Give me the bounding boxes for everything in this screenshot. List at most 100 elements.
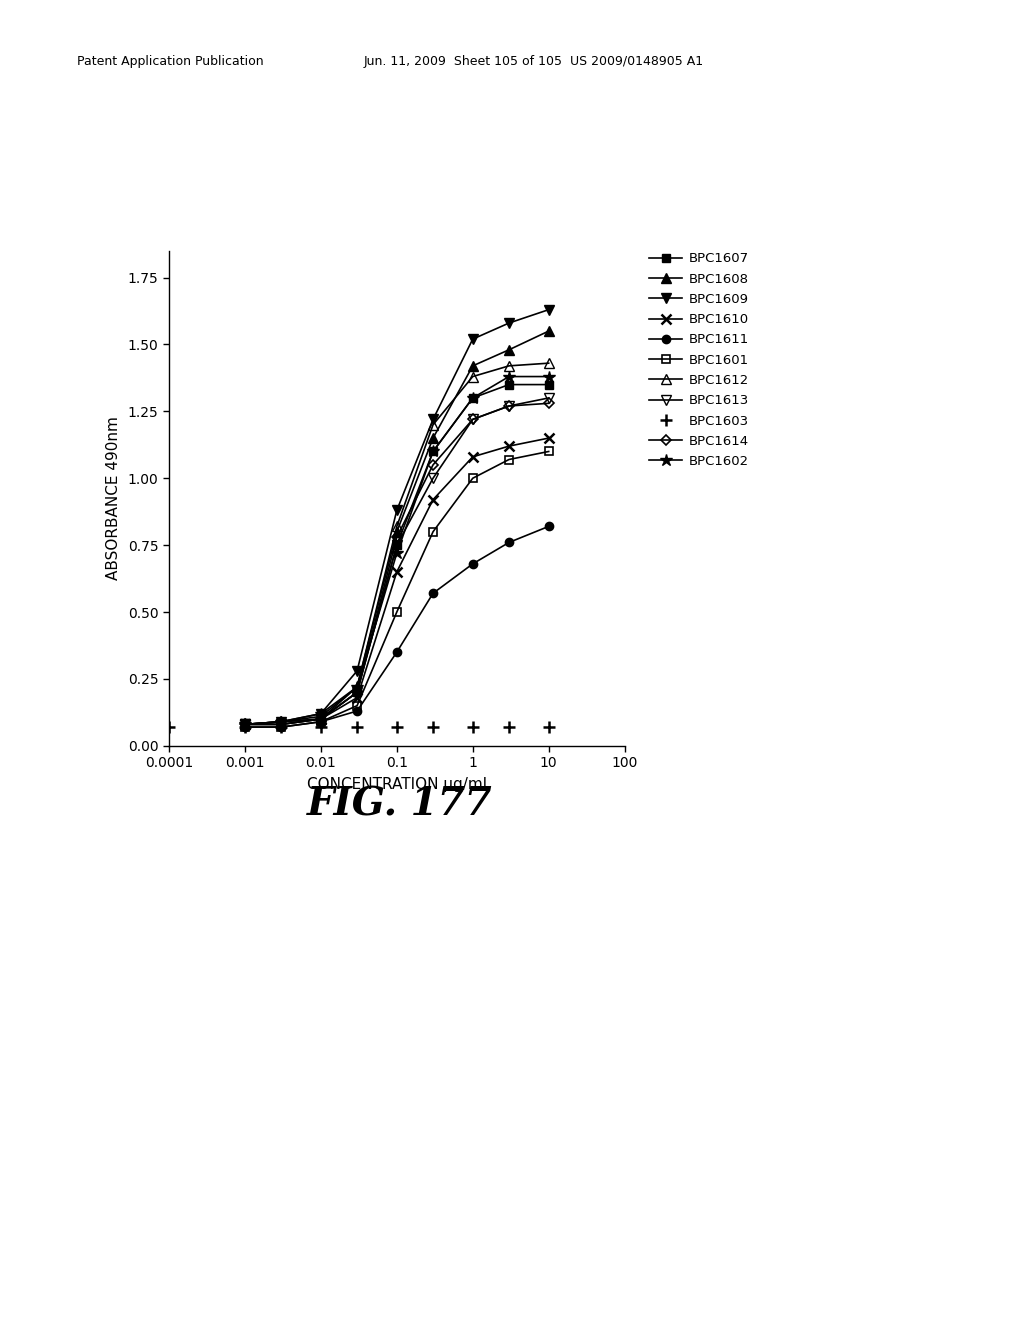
BPC1611 <box>275 719 288 735</box>
BPC1608 <box>543 323 555 339</box>
BPC1607 <box>503 376 515 392</box>
BPC1614 <box>239 717 251 733</box>
BPC1607 <box>351 684 364 700</box>
BPC1610 <box>239 717 251 733</box>
BPC1609 <box>351 663 364 678</box>
Y-axis label: ABSORBANCE 490nm: ABSORBANCE 490nm <box>105 416 121 581</box>
BPC1603 <box>314 719 327 735</box>
BPC1610 <box>391 564 403 579</box>
BPC1607 <box>543 376 555 392</box>
BPC1609 <box>467 331 479 347</box>
BPC1602 <box>543 368 555 384</box>
BPC1609 <box>427 412 439 428</box>
BPC1601 <box>543 444 555 459</box>
BPC1607 <box>391 537 403 553</box>
BPC1609 <box>391 503 403 519</box>
BPC1610 <box>543 430 555 446</box>
BPC1613 <box>314 711 327 727</box>
BPC1614 <box>275 714 288 730</box>
BPC1603 <box>543 719 555 735</box>
X-axis label: CONCENTRATION μg/ml: CONCENTRATION μg/ml <box>307 777 486 792</box>
BPC1603 <box>467 719 479 735</box>
BPC1613 <box>543 389 555 405</box>
BPC1610 <box>503 438 515 454</box>
BPC1611 <box>314 714 327 730</box>
Line: BPC1601: BPC1601 <box>241 447 553 731</box>
BPC1607 <box>275 717 288 733</box>
BPC1612 <box>239 717 251 733</box>
BPC1611 <box>427 585 439 601</box>
BPC1609 <box>275 714 288 730</box>
BPC1601 <box>351 698 364 714</box>
BPC1613 <box>239 717 251 733</box>
BPC1601 <box>503 451 515 467</box>
Line: BPC1602: BPC1602 <box>239 371 555 731</box>
BPC1612 <box>543 355 555 371</box>
BPC1607 <box>467 389 479 405</box>
BPC1612 <box>275 714 288 730</box>
Line: BPC1610: BPC1610 <box>240 433 554 729</box>
BPC1614 <box>427 457 439 473</box>
BPC1614 <box>503 399 515 414</box>
BPC1603 <box>427 719 439 735</box>
BPC1603 <box>163 719 175 735</box>
BPC1612 <box>351 678 364 694</box>
BPC1602 <box>239 717 251 733</box>
BPC1614 <box>391 529 403 545</box>
BPC1602 <box>391 545 403 561</box>
BPC1613 <box>503 399 515 414</box>
BPC1614 <box>351 684 364 700</box>
BPC1602 <box>351 678 364 694</box>
BPC1601 <box>275 719 288 735</box>
BPC1612 <box>467 368 479 384</box>
BPC1608 <box>467 358 479 374</box>
BPC1609 <box>314 706 327 722</box>
Line: BPC1608: BPC1608 <box>240 326 554 729</box>
BPC1609 <box>503 315 515 331</box>
Text: Patent Application Publication: Patent Application Publication <box>77 55 263 69</box>
BPC1611 <box>351 704 364 719</box>
BPC1601 <box>391 605 403 620</box>
BPC1611 <box>239 719 251 735</box>
BPC1608 <box>314 711 327 727</box>
BPC1608 <box>351 678 364 694</box>
BPC1613 <box>275 717 288 733</box>
BPC1608 <box>391 524 403 540</box>
BPC1612 <box>427 417 439 433</box>
BPC1610 <box>467 449 479 465</box>
Text: Jun. 11, 2009  Sheet 105 of 105  US 2009/0148905 A1: Jun. 11, 2009 Sheet 105 of 105 US 2009/0… <box>364 55 703 69</box>
BPC1603 <box>351 719 364 735</box>
Line: BPC1609: BPC1609 <box>240 305 554 729</box>
Line: BPC1612: BPC1612 <box>240 358 554 729</box>
BPC1614 <box>543 396 555 412</box>
BPC1613 <box>351 684 364 700</box>
BPC1611 <box>391 644 403 660</box>
BPC1612 <box>503 358 515 374</box>
Line: BPC1614: BPC1614 <box>242 400 552 727</box>
Line: BPC1603: BPC1603 <box>163 721 555 734</box>
BPC1611 <box>467 556 479 572</box>
BPC1602 <box>314 706 327 722</box>
BPC1611 <box>543 519 555 535</box>
BPC1601 <box>427 524 439 540</box>
BPC1602 <box>467 389 479 405</box>
Line: BPC1613: BPC1613 <box>240 393 554 729</box>
BPC1612 <box>391 519 403 535</box>
BPC1601 <box>467 470 479 486</box>
BPC1613 <box>391 537 403 553</box>
BPC1607 <box>427 444 439 459</box>
BPC1608 <box>503 342 515 358</box>
Text: FIG. 177: FIG. 177 <box>306 785 493 824</box>
BPC1611 <box>503 535 515 550</box>
BPC1609 <box>543 302 555 318</box>
BPC1602 <box>427 444 439 459</box>
BPC1610 <box>351 690 364 706</box>
BPC1601 <box>314 714 327 730</box>
BPC1603 <box>275 719 288 735</box>
BPC1614 <box>314 711 327 727</box>
BPC1610 <box>427 492 439 508</box>
BPC1603 <box>239 719 251 735</box>
Legend: BPC1607, BPC1608, BPC1609, BPC1610, BPC1611, BPC1601, BPC1612, BPC1613, BPC1603,: BPC1607, BPC1608, BPC1609, BPC1610, BPC1… <box>649 252 750 469</box>
BPC1613 <box>427 470 439 486</box>
BPC1602 <box>503 368 515 384</box>
